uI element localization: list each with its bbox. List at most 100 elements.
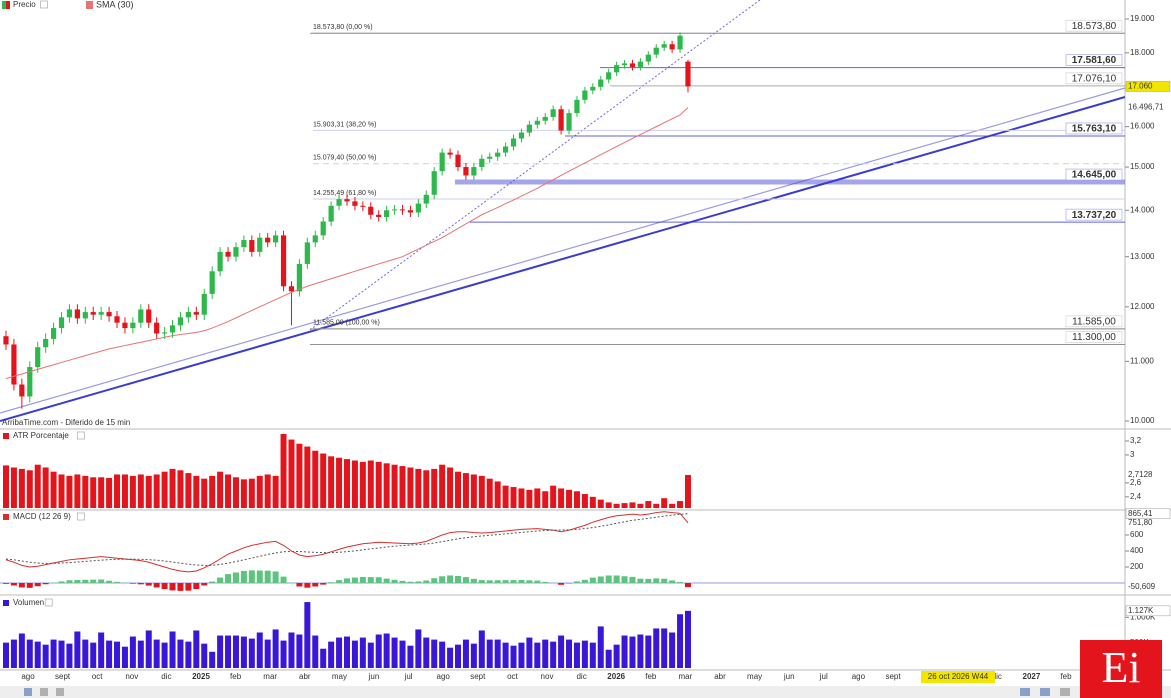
bar xyxy=(193,630,200,668)
x-tick-label: oct xyxy=(507,672,518,681)
x-tick-label: 2025 xyxy=(192,672,210,681)
candle-body xyxy=(415,203,421,213)
bar xyxy=(3,642,9,668)
bar xyxy=(470,643,477,668)
histogram-bar xyxy=(193,583,200,590)
bar xyxy=(470,474,477,508)
bar xyxy=(447,647,454,668)
logo-box xyxy=(1080,640,1162,698)
bar xyxy=(304,602,311,668)
bar xyxy=(597,499,604,508)
candle-body xyxy=(58,317,65,329)
candle-body xyxy=(296,263,303,292)
bar xyxy=(209,651,216,668)
value-tag-box xyxy=(1125,605,1171,617)
histogram-bar xyxy=(415,581,422,584)
toolbar-button[interactable] xyxy=(1060,688,1070,696)
candle-body xyxy=(384,210,390,218)
histogram-bar xyxy=(407,581,414,584)
histogram-bar xyxy=(145,583,152,586)
x-tick-label: jun xyxy=(783,672,795,681)
bar xyxy=(272,629,279,668)
histogram-bar xyxy=(534,580,541,584)
toolbar-button[interactable] xyxy=(24,688,32,696)
bar xyxy=(391,637,398,668)
bar xyxy=(367,460,374,508)
histogram-bar xyxy=(34,583,41,587)
histogram-bar xyxy=(478,580,485,584)
histogram-bar xyxy=(304,583,311,588)
bar xyxy=(106,640,113,668)
histogram-bar xyxy=(320,583,327,585)
bar xyxy=(447,467,454,508)
candle-body xyxy=(106,312,112,317)
histogram-bar xyxy=(605,575,612,584)
bar xyxy=(201,643,208,668)
histogram-bar xyxy=(3,583,9,584)
candle-body xyxy=(510,138,517,147)
value-tag: 17.060 xyxy=(1128,82,1153,91)
macd-line xyxy=(5,511,689,573)
candle-body xyxy=(225,251,231,257)
candle-body xyxy=(241,240,247,248)
bar xyxy=(10,639,17,668)
x-tick-label: sept xyxy=(885,672,901,681)
bar xyxy=(399,466,406,508)
toolbar xyxy=(0,686,1171,698)
candle-body xyxy=(162,332,168,334)
bar xyxy=(684,610,691,668)
toolbar-button[interactable] xyxy=(1020,688,1030,696)
bar xyxy=(98,632,105,668)
bar xyxy=(50,471,57,508)
bar xyxy=(645,635,652,668)
histogram-bar xyxy=(573,581,580,584)
source-note: ArribaTime.com - Diferido de 15 min xyxy=(2,418,130,427)
bar xyxy=(621,635,628,668)
level-label-box xyxy=(1065,72,1123,85)
histogram-bar xyxy=(367,577,374,584)
y-tick-label: 200 xyxy=(1130,562,1144,571)
candle-body xyxy=(90,312,96,315)
trend-line xyxy=(309,0,761,331)
y-tick-label: 2,6 xyxy=(1130,478,1142,487)
histogram-bar xyxy=(185,583,192,591)
bar xyxy=(98,477,105,508)
histogram-bar xyxy=(18,583,25,588)
bar xyxy=(566,639,573,668)
bar xyxy=(351,460,358,508)
toolbar-button[interactable] xyxy=(1040,688,1050,696)
level-label: 14.645,00 xyxy=(1072,170,1117,181)
bar xyxy=(121,646,128,668)
bar xyxy=(185,641,192,668)
y-tick-label: 600 xyxy=(1130,530,1144,539)
x-tick-label: may xyxy=(747,672,762,681)
bar xyxy=(121,474,128,508)
bar xyxy=(232,635,239,668)
candle-body xyxy=(376,214,382,218)
value-tag: 1.127K xyxy=(1128,606,1154,615)
level-label: 11.300,00 xyxy=(1072,332,1116,343)
histogram-bar xyxy=(169,583,176,591)
bar xyxy=(407,467,414,508)
bar xyxy=(225,635,232,668)
bar xyxy=(343,636,350,668)
x-tick-label: ago xyxy=(437,672,451,681)
value-tag-box xyxy=(1125,508,1171,519)
bar xyxy=(153,474,160,508)
histogram-bar xyxy=(343,578,350,584)
level-label-box xyxy=(1065,315,1123,328)
histogram-bar xyxy=(42,583,49,585)
bar xyxy=(375,461,382,508)
bar xyxy=(312,450,319,508)
histogram-bar xyxy=(462,577,469,584)
candle-body xyxy=(288,286,295,292)
bar xyxy=(383,633,390,668)
y-tick-label: 400 xyxy=(1130,546,1144,555)
toolbar-button[interactable] xyxy=(40,688,48,696)
fib-label: 15.903,31 (38,20 %) xyxy=(313,121,376,128)
candle-body xyxy=(122,322,128,329)
bar xyxy=(288,632,295,668)
toolbar-button[interactable] xyxy=(56,688,64,696)
